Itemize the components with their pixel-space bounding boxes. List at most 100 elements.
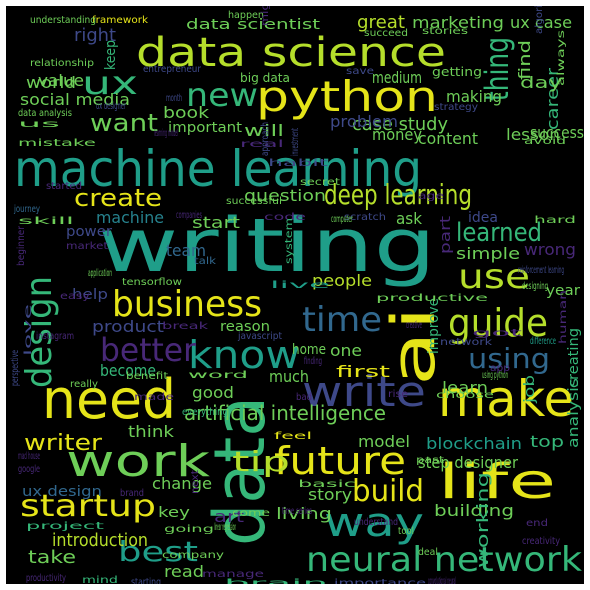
cloud-word: linear regression <box>214 522 236 533</box>
cloud-word: age <box>418 191 444 202</box>
cloud-word: journey <box>13 204 40 215</box>
cloud-word: always <box>556 30 567 86</box>
cloud-word: content <box>418 129 478 148</box>
cloud-word: time <box>302 300 382 340</box>
cloud-word: data analysis <box>18 108 72 119</box>
cloud-word: build <box>352 474 424 509</box>
cloud-word: productivity <box>26 573 66 584</box>
cloud-word: investment <box>290 128 301 156</box>
cloud-word: happen <box>228 10 264 21</box>
cloud-word: us <box>18 119 60 130</box>
cloud-word: instagram <box>36 331 74 342</box>
cloud-word: next <box>190 470 201 494</box>
cloud-word: understand <box>354 517 398 528</box>
cloud-word: hard <box>534 215 576 226</box>
cloud-word: made <box>134 392 174 403</box>
cloud-word: love <box>23 304 34 356</box>
cloud-word: talk <box>194 256 216 267</box>
cloud-word: market <box>66 241 108 252</box>
cloud-word: idea <box>468 210 498 226</box>
cloud-word: good <box>192 383 234 402</box>
cloud-word: finding <box>304 356 322 367</box>
cloud-word: network <box>440 337 492 348</box>
cloud-word: find <box>515 40 534 80</box>
cloud-word: product <box>92 317 164 336</box>
cloud-word: think <box>128 422 175 441</box>
cloud-word: relationship <box>30 58 94 69</box>
cloud-word: job <box>522 375 538 404</box>
cloud-word: rise <box>388 389 408 400</box>
cloud-word: working <box>473 472 492 568</box>
cloud-word: application <box>88 268 112 279</box>
cloud-word: blockchain <box>426 434 522 453</box>
cloud-word: strategy <box>434 102 478 113</box>
cloud-word: brand <box>120 488 144 499</box>
cloud-word: value <box>38 71 84 90</box>
cloud-word: computer <box>331 214 353 225</box>
cloud-word: ux designer <box>96 101 126 112</box>
cloud-word: tensorflow <box>122 277 182 288</box>
word-cloud: writing machine learning data science need d… <box>6 6 584 584</box>
cloud-word: getting <box>432 65 482 79</box>
cloud-word: part <box>438 215 454 254</box>
cloud-word: project <box>26 521 104 532</box>
cloud-word: bad <box>296 392 312 403</box>
cloud-word: mistake <box>18 138 96 149</box>
cloud-word: tip <box>232 445 290 478</box>
cloud-word: easy <box>60 291 90 302</box>
cloud-word: much <box>269 367 309 386</box>
cloud-word: designing <box>522 281 548 292</box>
cloud-word: app <box>490 363 510 374</box>
cloud-word: starting <box>131 577 161 584</box>
cloud-word: brain <box>224 578 328 584</box>
cloud-word: time series <box>282 506 312 517</box>
cloud-word: save <box>346 66 374 77</box>
cloud-word: entrepreneur <box>143 64 202 75</box>
cloud-word: going <box>164 524 214 535</box>
cloud-word: learning model <box>154 128 178 139</box>
cloud-word: convolutional neural <box>428 576 456 584</box>
cloud-word: perspective <box>10 350 21 386</box>
cloud-word: keep <box>103 40 119 70</box>
cloud-word: secret <box>300 177 340 188</box>
cloud-word: started <box>46 181 82 192</box>
cloud-word: key <box>158 505 190 521</box>
cloud-word: ux design <box>22 484 102 500</box>
cloud-word: companies <box>176 210 202 221</box>
cloud-word: big data <box>240 71 290 85</box>
cloud-word: stories <box>422 26 468 37</box>
cloud-word: deep learning <box>324 178 472 211</box>
cloud-word: break <box>162 321 208 332</box>
cloud-word: mad house <box>18 451 40 462</box>
cloud-word: avoid <box>524 136 566 147</box>
cloud-word: word <box>188 370 248 381</box>
cloud-word: one <box>330 341 362 360</box>
cloud-word: ask <box>396 209 423 228</box>
cloud-word: take <box>28 547 76 568</box>
cloud-word: framework <box>92 15 148 26</box>
cloud-word: feel <box>274 431 312 442</box>
cloud-word: live <box>270 280 330 291</box>
cloud-word: difference <box>530 336 556 347</box>
cloud-word: skill <box>18 216 74 227</box>
cloud-word: benefit <box>126 371 168 382</box>
cloud-word: approach <box>260 122 271 156</box>
cloud-word: successful <box>226 196 282 207</box>
cloud-word: simple <box>456 244 520 263</box>
cloud-word: system <box>284 218 295 264</box>
cloud-word: algorithm <box>534 6 545 34</box>
cloud-word: choose <box>436 390 494 401</box>
cloud-word: change <box>152 474 212 493</box>
cloud-word: wrong <box>524 240 576 259</box>
cloud-word: read <box>164 562 204 581</box>
cloud-word: basic <box>298 479 356 490</box>
cloud-word: might <box>260 6 271 26</box>
cloud-word: month <box>166 93 182 104</box>
cloud-word: google <box>18 464 40 475</box>
cloud-word: end <box>526 518 548 529</box>
cloud-word: top <box>530 432 564 451</box>
cloud-word: company <box>162 550 224 561</box>
cloud-word: javascript <box>237 331 282 342</box>
cloud-word: understanding <box>30 15 96 26</box>
